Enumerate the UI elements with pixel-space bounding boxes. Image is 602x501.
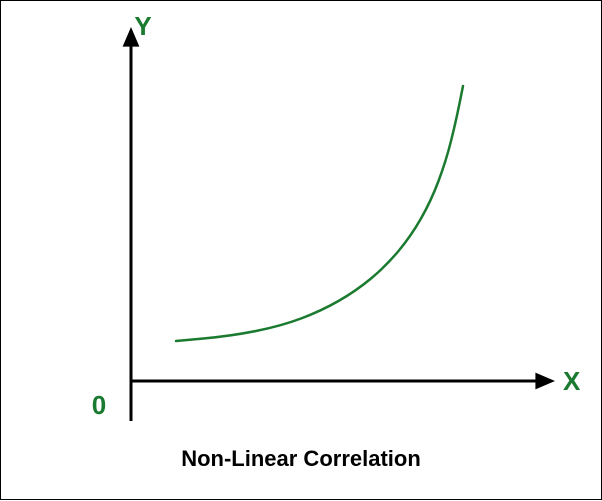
y-axis: [123, 27, 140, 421]
chart-svg: Y X 0 Non-Linear Correlation: [1, 1, 602, 501]
correlation-curve: [176, 86, 463, 341]
x-axis-label: X: [563, 366, 581, 396]
x-axis: [131, 373, 555, 390]
chart-caption: Non-Linear Correlation: [181, 446, 421, 471]
origin-label: 0: [92, 390, 106, 420]
chart-frame: Y X 0 Non-Linear Correlation: [0, 0, 602, 500]
y-axis-label: Y: [134, 11, 151, 41]
